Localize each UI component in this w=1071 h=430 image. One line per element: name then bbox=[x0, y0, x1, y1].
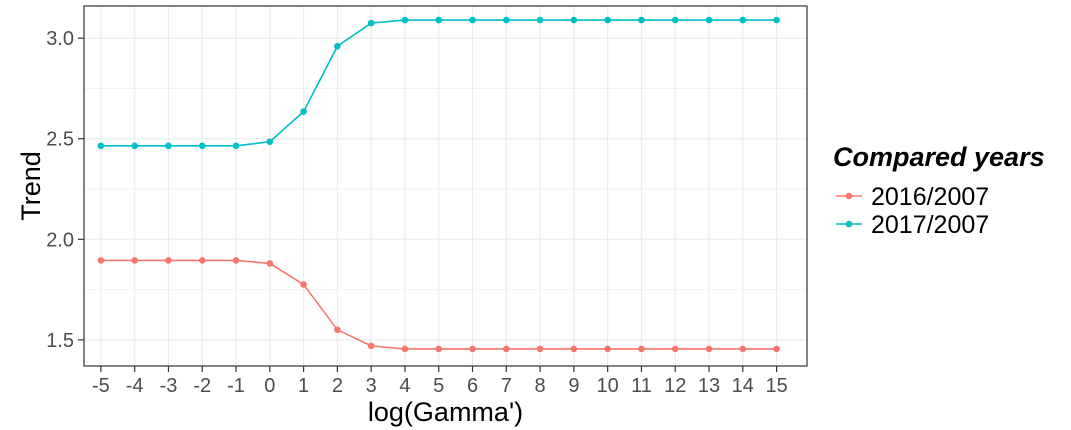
y-tick-label: 2.0 bbox=[46, 229, 74, 251]
data-point bbox=[131, 142, 138, 150]
data-point bbox=[570, 345, 578, 353]
x-tick-label: 0 bbox=[264, 375, 275, 397]
data-point bbox=[165, 142, 172, 150]
data-point bbox=[401, 16, 409, 24]
data-point bbox=[334, 326, 341, 334]
data-point bbox=[503, 345, 510, 353]
x-axis-title: log(Gamma') bbox=[368, 397, 523, 427]
data-point bbox=[536, 16, 544, 24]
x-tick-label: -4 bbox=[126, 375, 144, 397]
legend-item: 2016/2007 bbox=[836, 183, 989, 211]
x-tick-label: -2 bbox=[193, 375, 211, 397]
data-point bbox=[739, 16, 747, 24]
legend-title: Compared years bbox=[833, 142, 1045, 172]
x-tick-label: 8 bbox=[535, 375, 546, 397]
data-point bbox=[435, 345, 443, 353]
legend-key-point bbox=[845, 192, 853, 200]
data-point bbox=[300, 108, 307, 115]
data-point bbox=[266, 260, 274, 267]
y-tick-label: 2.5 bbox=[46, 129, 74, 151]
x-tick-label: 3 bbox=[366, 375, 377, 397]
data-point bbox=[232, 142, 240, 150]
series-2 bbox=[97, 16, 780, 150]
x-tick-label: 10 bbox=[597, 375, 619, 397]
data-point bbox=[705, 16, 713, 24]
legend-label: 2016/2007 bbox=[871, 183, 989, 211]
y-tick-label: 3.0 bbox=[46, 28, 74, 50]
legend-key-point bbox=[845, 220, 853, 228]
data-point bbox=[367, 342, 375, 350]
x-tick-label: 13 bbox=[698, 375, 720, 397]
major-gridlines bbox=[84, 6, 807, 366]
data-point bbox=[469, 345, 476, 353]
data-point bbox=[300, 281, 307, 288]
data-point bbox=[638, 345, 645, 353]
data-point bbox=[638, 16, 645, 24]
data-point bbox=[367, 19, 375, 27]
data-point bbox=[773, 345, 780, 353]
x-tick-label: 11 bbox=[631, 375, 652, 397]
data-point bbox=[266, 138, 274, 146]
y-axis-ticks: 1.5 2.0 2.5 3.0 bbox=[46, 28, 84, 352]
x-tick-label: -1 bbox=[227, 375, 245, 397]
data-point bbox=[739, 345, 747, 353]
x-tick-label: 15 bbox=[765, 375, 787, 397]
x-tick-label: -3 bbox=[160, 375, 178, 397]
y-tick-label: 1.5 bbox=[46, 330, 74, 352]
data-point bbox=[198, 142, 206, 150]
data-point bbox=[232, 257, 240, 264]
panel-border bbox=[83, 5, 808, 367]
data-point bbox=[536, 345, 544, 353]
data-point bbox=[198, 257, 206, 264]
data-point bbox=[705, 345, 713, 353]
data-point bbox=[165, 257, 172, 264]
legend-label: 2017/2007 bbox=[871, 211, 989, 239]
data-point bbox=[97, 142, 105, 150]
data-point bbox=[97, 257, 105, 264]
x-tick-label: 4 bbox=[399, 375, 410, 397]
data-point bbox=[604, 345, 611, 353]
data-point bbox=[503, 16, 510, 24]
data-point bbox=[131, 257, 138, 264]
data-point bbox=[435, 16, 443, 24]
data-point bbox=[469, 16, 476, 24]
x-tick-label: 9 bbox=[568, 375, 579, 397]
x-tick-label: 2 bbox=[332, 375, 343, 397]
y-axis-title: Trend bbox=[16, 151, 46, 221]
x-tick-label: 14 bbox=[732, 375, 754, 397]
x-tick-label: -5 bbox=[92, 375, 110, 397]
data-point bbox=[401, 345, 409, 353]
data-point bbox=[671, 16, 679, 24]
data-point bbox=[570, 16, 578, 24]
x-tick-label: 5 bbox=[433, 375, 444, 397]
x-tick-label: 7 bbox=[501, 375, 512, 397]
data-point bbox=[773, 16, 780, 24]
x-tick-label: 6 bbox=[467, 375, 478, 397]
minor-gridlines bbox=[84, 87, 807, 291]
x-tick-label: 1 bbox=[298, 375, 309, 397]
x-tick-label: 12 bbox=[664, 375, 686, 397]
data-point bbox=[671, 345, 679, 353]
x-axis-ticks: -5 -4 -3 -2 -1 0 1 2 3 4 5 6 7 8 9 10 11 12 13 14 15 bbox=[92, 366, 788, 397]
data-point bbox=[604, 16, 611, 24]
series-layer bbox=[97, 16, 780, 353]
data-point bbox=[334, 42, 341, 50]
series-1 bbox=[97, 257, 780, 353]
legend-item: 2017/2007 bbox=[836, 211, 989, 239]
